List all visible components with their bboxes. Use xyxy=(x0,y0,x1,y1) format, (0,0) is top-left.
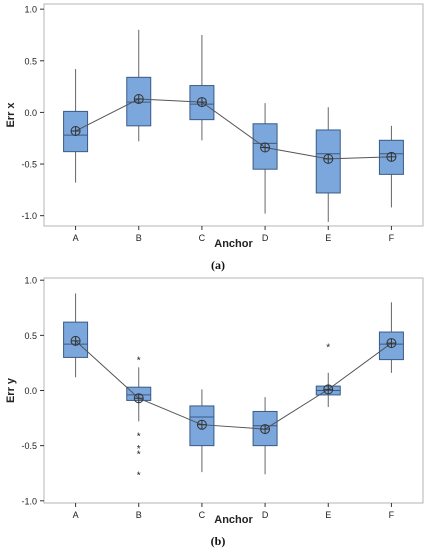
mean-symbol xyxy=(70,335,81,346)
mean-symbol xyxy=(260,142,271,153)
box xyxy=(63,321,89,358)
x-tick-label: E xyxy=(325,233,331,243)
y-tick-label: 0.5 xyxy=(24,331,37,341)
outlier-marker: * xyxy=(137,470,141,481)
x-tick-label: C xyxy=(199,510,206,520)
x-tick-label: E xyxy=(325,510,331,520)
outlier-marker: * xyxy=(137,432,141,443)
y-tick-label: -1.0 xyxy=(21,496,37,506)
mean-connect-line xyxy=(75,98,392,160)
outlier-marker: * xyxy=(137,449,141,460)
x-axis-label: Anchor xyxy=(214,238,253,250)
x-tick-label: B xyxy=(136,510,142,520)
mean-symbol xyxy=(133,93,144,104)
mean-symbol xyxy=(70,126,81,137)
plot-frame xyxy=(43,3,424,227)
y-tick-label: 1.0 xyxy=(24,276,37,286)
x-tick-label: A xyxy=(73,233,79,243)
x-tick-label: C xyxy=(199,233,206,243)
y-axis-label: Err y xyxy=(5,377,17,403)
mean-symbol xyxy=(260,424,271,435)
outlier-marker: * xyxy=(137,356,141,367)
y-tick-label: -0.5 xyxy=(21,160,37,170)
x-tick-label: D xyxy=(262,233,269,243)
subfigure-label-b: (b) xyxy=(211,534,226,548)
y-tick-label: 0.0 xyxy=(24,108,37,118)
mean-symbol xyxy=(386,151,397,162)
y-tick-label: -1.0 xyxy=(21,211,37,221)
y-tick-label: 0.5 xyxy=(24,56,37,66)
mean-symbol xyxy=(323,153,334,164)
y-tick-label: 0.0 xyxy=(24,386,37,396)
x-tick-label: B xyxy=(136,233,142,243)
x-tick-label: A xyxy=(73,510,79,520)
mean-connect-line xyxy=(75,340,392,430)
y-tick-label: 1.0 xyxy=(24,5,37,15)
y-axis-label: Err x xyxy=(5,102,17,128)
subfigure-label-a: (a) xyxy=(211,258,225,272)
chart-a: 1.0 0.5 0.0 -0.5 -1.0 A B C D E F Anchor Err x xyxy=(5,3,424,250)
x-axis-label: Anchor xyxy=(214,514,253,526)
mean-symbol xyxy=(323,384,334,395)
outlier-marker: * xyxy=(326,342,330,353)
x-tick-label: F xyxy=(389,233,395,243)
mean-symbol xyxy=(196,419,207,430)
x-tick-label: F xyxy=(389,510,395,520)
mean-symbol xyxy=(386,338,397,349)
mean-symbol xyxy=(133,393,144,404)
plot-frame xyxy=(43,277,424,504)
x-tick-label: D xyxy=(262,510,269,520)
y-tick-label: -0.5 xyxy=(21,441,37,451)
mean-symbol xyxy=(196,97,207,108)
outlier-marker: * xyxy=(137,444,141,455)
